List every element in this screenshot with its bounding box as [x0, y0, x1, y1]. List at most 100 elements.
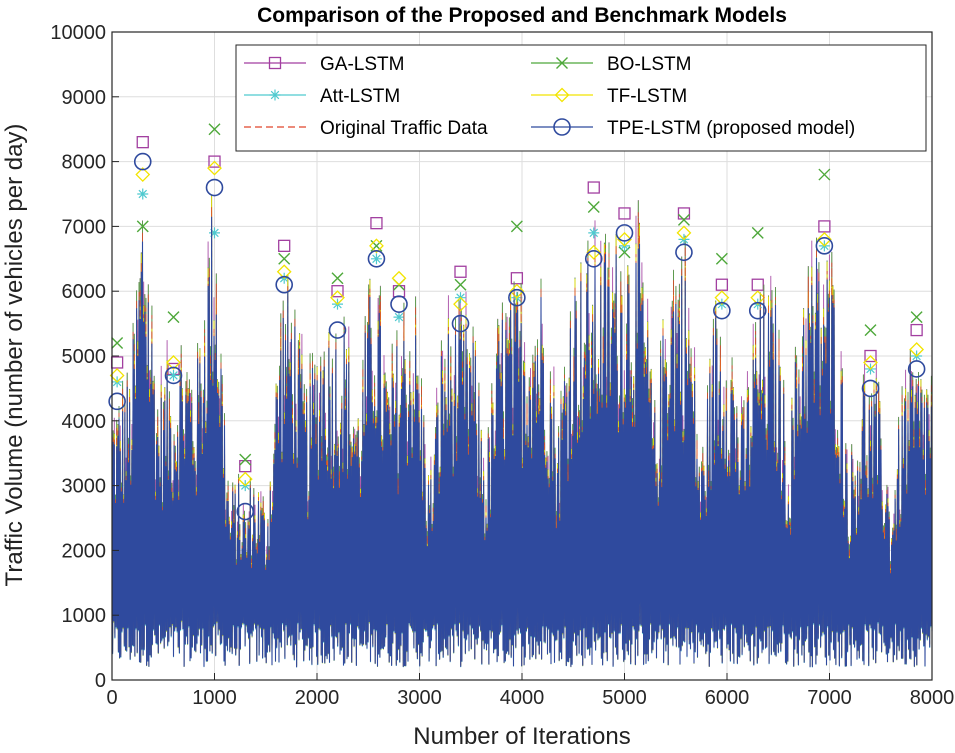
data-point	[818, 220, 831, 233]
x-tick-label: 6000	[705, 687, 750, 709]
legend: GA-LSTM BO-LSTM Att-LSTM TF-LSTM Original Tr…	[235, 44, 927, 152]
data-point	[370, 239, 383, 252]
legend-item: Att-LSTM	[244, 86, 400, 107]
data-point	[815, 237, 834, 255]
data-point	[208, 155, 221, 168]
data-point	[391, 270, 407, 286]
y-tick-label: 9000	[62, 87, 107, 109]
data-point	[239, 453, 252, 466]
y-tick-label: 7000	[62, 216, 107, 238]
legend-label: BO-LSTM	[607, 54, 691, 75]
data-point	[278, 252, 291, 265]
series-line	[111, 216, 933, 668]
data-point	[864, 324, 877, 337]
series-tpe-lstm-proposed-model	[108, 152, 933, 668]
data-point	[370, 217, 383, 230]
data-point	[910, 311, 923, 324]
data-point	[586, 244, 602, 260]
legend-marker	[269, 89, 281, 101]
legend-item: BO-LSTM	[531, 54, 691, 75]
data-point	[390, 295, 408, 313]
data-point	[584, 249, 603, 268]
data-point	[208, 123, 221, 136]
legend-label: Att-LSTM	[320, 86, 400, 107]
data-point	[618, 246, 631, 259]
x-tick-label: 4000	[500, 687, 545, 709]
legend-label: TF-LSTM	[607, 86, 687, 107]
data-point	[168, 369, 179, 381]
data-point	[239, 460, 252, 473]
data-point	[818, 168, 831, 181]
data-point	[109, 368, 125, 383]
data-point	[617, 231, 632, 247]
y-axis-label: Traffic Volume (number of vehicles per d…	[1, 124, 28, 587]
y-tick-label: 5000	[62, 346, 107, 368]
y-tick-label: 4000	[62, 411, 107, 433]
data-point	[133, 152, 152, 171]
data-point	[369, 238, 384, 254]
data-point	[166, 355, 181, 370]
data-point	[330, 290, 345, 306]
data-point	[715, 252, 728, 265]
data-point	[713, 301, 731, 320]
legend-marker	[553, 118, 571, 136]
data-point	[615, 224, 634, 242]
legend-marker	[554, 87, 570, 103]
x-tick-label: 1000	[192, 687, 237, 709]
data-point	[275, 275, 294, 294]
data-point	[136, 220, 149, 233]
data-point	[331, 272, 344, 285]
data-point	[863, 355, 878, 370]
legend-marker	[556, 57, 568, 69]
legend-item: TF-LSTM	[531, 86, 687, 107]
data-point	[588, 227, 600, 239]
data-point	[587, 181, 600, 194]
data-point	[278, 239, 291, 252]
data-point	[331, 285, 344, 298]
y-tick-label: 1000	[62, 605, 107, 627]
data-point	[910, 323, 923, 337]
data-point	[236, 502, 255, 521]
data-point	[751, 278, 764, 291]
data-point	[207, 160, 222, 176]
data-point	[209, 227, 220, 239]
y-tick-label: 3000	[62, 476, 107, 498]
data-point	[675, 243, 693, 262]
data-point	[748, 301, 767, 320]
data-point	[453, 296, 468, 312]
data-point	[751, 226, 764, 239]
data-point	[164, 366, 183, 385]
data-point	[676, 225, 692, 241]
chart-title: Comparison of the Proposed and Benchmark…	[257, 4, 787, 27]
data-point	[108, 392, 126, 411]
data-point	[907, 360, 926, 378]
data-point	[861, 379, 880, 398]
data-point	[864, 349, 877, 363]
y-tick-label: 0	[95, 670, 106, 692]
x-tick-label: 7000	[807, 687, 852, 709]
x-tick-label: 2000	[295, 687, 340, 709]
plot-area	[108, 123, 933, 668]
x-tick-label: 5000	[602, 687, 647, 709]
data-point	[587, 200, 600, 213]
data-point	[110, 356, 124, 369]
ticks: 0 1000 2000 3000 4000 5000 6000 7000 8000 0 1000 20…	[50, 22, 954, 709]
y-tick-label: 10000	[50, 22, 106, 44]
data-point	[205, 178, 224, 197]
legend-label: TPE-LSTM (proposed model)	[607, 118, 855, 139]
data-point	[111, 337, 124, 350]
legend-item: GA-LSTM	[244, 54, 404, 75]
data-point	[393, 311, 405, 323]
data-point	[167, 311, 180, 324]
y-tick-label: 6000	[62, 281, 107, 303]
legend-marker	[268, 56, 282, 70]
data-point	[454, 278, 467, 291]
data-point	[618, 207, 631, 220]
x-tick-label: 8000	[910, 687, 955, 709]
data-point	[508, 288, 526, 307]
data-point	[451, 314, 470, 333]
data-point	[750, 290, 766, 306]
data-point	[509, 283, 525, 299]
